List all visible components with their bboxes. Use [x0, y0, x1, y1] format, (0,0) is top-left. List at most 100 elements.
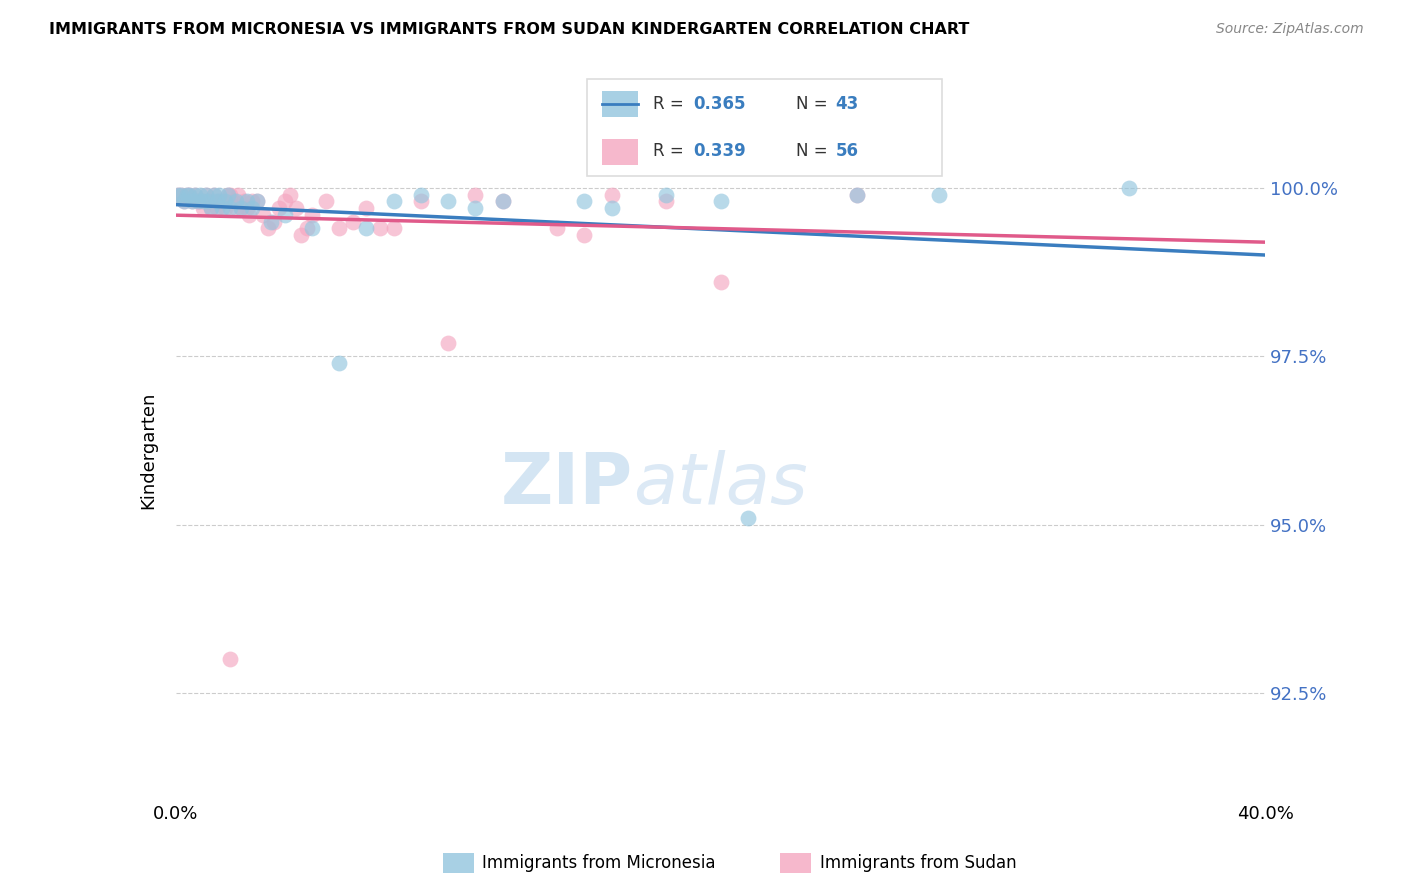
Text: R =: R = — [652, 142, 689, 161]
Point — [205, 194, 228, 209]
Point — [492, 194, 515, 209]
Point — [238, 208, 260, 222]
Point — [260, 214, 283, 228]
Point — [655, 194, 678, 209]
Point — [356, 221, 378, 235]
Point — [179, 187, 201, 202]
Point — [214, 201, 236, 215]
Text: 40.0%: 40.0% — [1237, 805, 1294, 823]
Point — [167, 187, 190, 202]
Point — [225, 194, 247, 209]
Point — [225, 201, 247, 215]
Point — [176, 187, 198, 202]
FancyBboxPatch shape — [443, 854, 474, 873]
Point — [356, 201, 378, 215]
Point — [382, 194, 405, 209]
Point — [409, 194, 432, 209]
Point — [170, 187, 193, 202]
Point — [205, 201, 228, 215]
Text: 0.339: 0.339 — [693, 142, 747, 161]
FancyBboxPatch shape — [602, 139, 638, 165]
Point — [231, 201, 253, 215]
Point — [246, 194, 269, 209]
Point — [179, 187, 201, 202]
Point — [290, 227, 312, 242]
Point — [284, 201, 307, 215]
Point — [600, 187, 623, 202]
Point — [382, 221, 405, 235]
Point — [274, 194, 297, 209]
Text: N =: N = — [796, 142, 832, 161]
Point — [368, 221, 391, 235]
Y-axis label: Kindergarten: Kindergarten — [139, 392, 157, 509]
Text: R =: R = — [652, 95, 689, 113]
Point — [186, 194, 209, 209]
Point — [219, 187, 242, 202]
Point — [600, 201, 623, 215]
Point — [194, 187, 217, 202]
Point — [342, 214, 364, 228]
Point — [217, 187, 239, 202]
Point — [170, 187, 193, 202]
Point — [928, 187, 950, 202]
Point — [217, 187, 239, 202]
Point — [222, 194, 245, 209]
Point — [437, 335, 460, 350]
Point — [737, 510, 759, 524]
Point — [257, 221, 280, 235]
Text: ZIP: ZIP — [501, 450, 633, 519]
Point — [219, 652, 242, 666]
Point — [176, 187, 198, 202]
Point — [574, 194, 596, 209]
Point — [546, 221, 568, 235]
Point — [214, 194, 236, 209]
Point — [274, 208, 297, 222]
Point — [184, 187, 207, 202]
Point — [211, 194, 233, 209]
Point — [409, 187, 432, 202]
Point — [1118, 181, 1140, 195]
Point — [269, 201, 291, 215]
Point — [208, 194, 231, 209]
Point — [197, 194, 219, 209]
Point — [235, 201, 257, 215]
Point — [278, 187, 301, 202]
Point — [211, 201, 233, 215]
Point — [301, 208, 323, 222]
Point — [181, 194, 204, 209]
Point — [228, 187, 250, 202]
Point — [710, 275, 733, 289]
Text: Immigrants from Sudan: Immigrants from Sudan — [820, 855, 1017, 872]
Point — [194, 187, 217, 202]
Point — [328, 221, 350, 235]
Point — [710, 194, 733, 209]
Point — [464, 201, 486, 215]
Point — [167, 187, 190, 202]
Point — [188, 187, 211, 202]
Point — [235, 194, 257, 209]
Point — [181, 194, 204, 209]
Point — [574, 227, 596, 242]
Point — [252, 208, 274, 222]
Point — [845, 187, 868, 202]
Point — [191, 194, 214, 209]
Point — [197, 194, 219, 209]
Point — [655, 187, 678, 202]
Point — [315, 194, 337, 209]
Text: 0.0%: 0.0% — [153, 805, 198, 823]
Point — [231, 201, 253, 215]
Text: 43: 43 — [835, 95, 859, 113]
Point — [328, 356, 350, 370]
Point — [186, 194, 209, 209]
Text: atlas: atlas — [633, 450, 808, 519]
Text: Source: ZipAtlas.com: Source: ZipAtlas.com — [1216, 22, 1364, 37]
Point — [246, 194, 269, 209]
Point — [202, 187, 225, 202]
Point — [845, 187, 868, 202]
Text: N =: N = — [796, 95, 832, 113]
Point — [184, 187, 207, 202]
Point — [219, 201, 242, 215]
Point — [200, 201, 222, 215]
Text: IMMIGRANTS FROM MICRONESIA VS IMMIGRANTS FROM SUDAN KINDERGARTEN CORRELATION CHA: IMMIGRANTS FROM MICRONESIA VS IMMIGRANTS… — [49, 22, 970, 37]
Point — [191, 201, 214, 215]
